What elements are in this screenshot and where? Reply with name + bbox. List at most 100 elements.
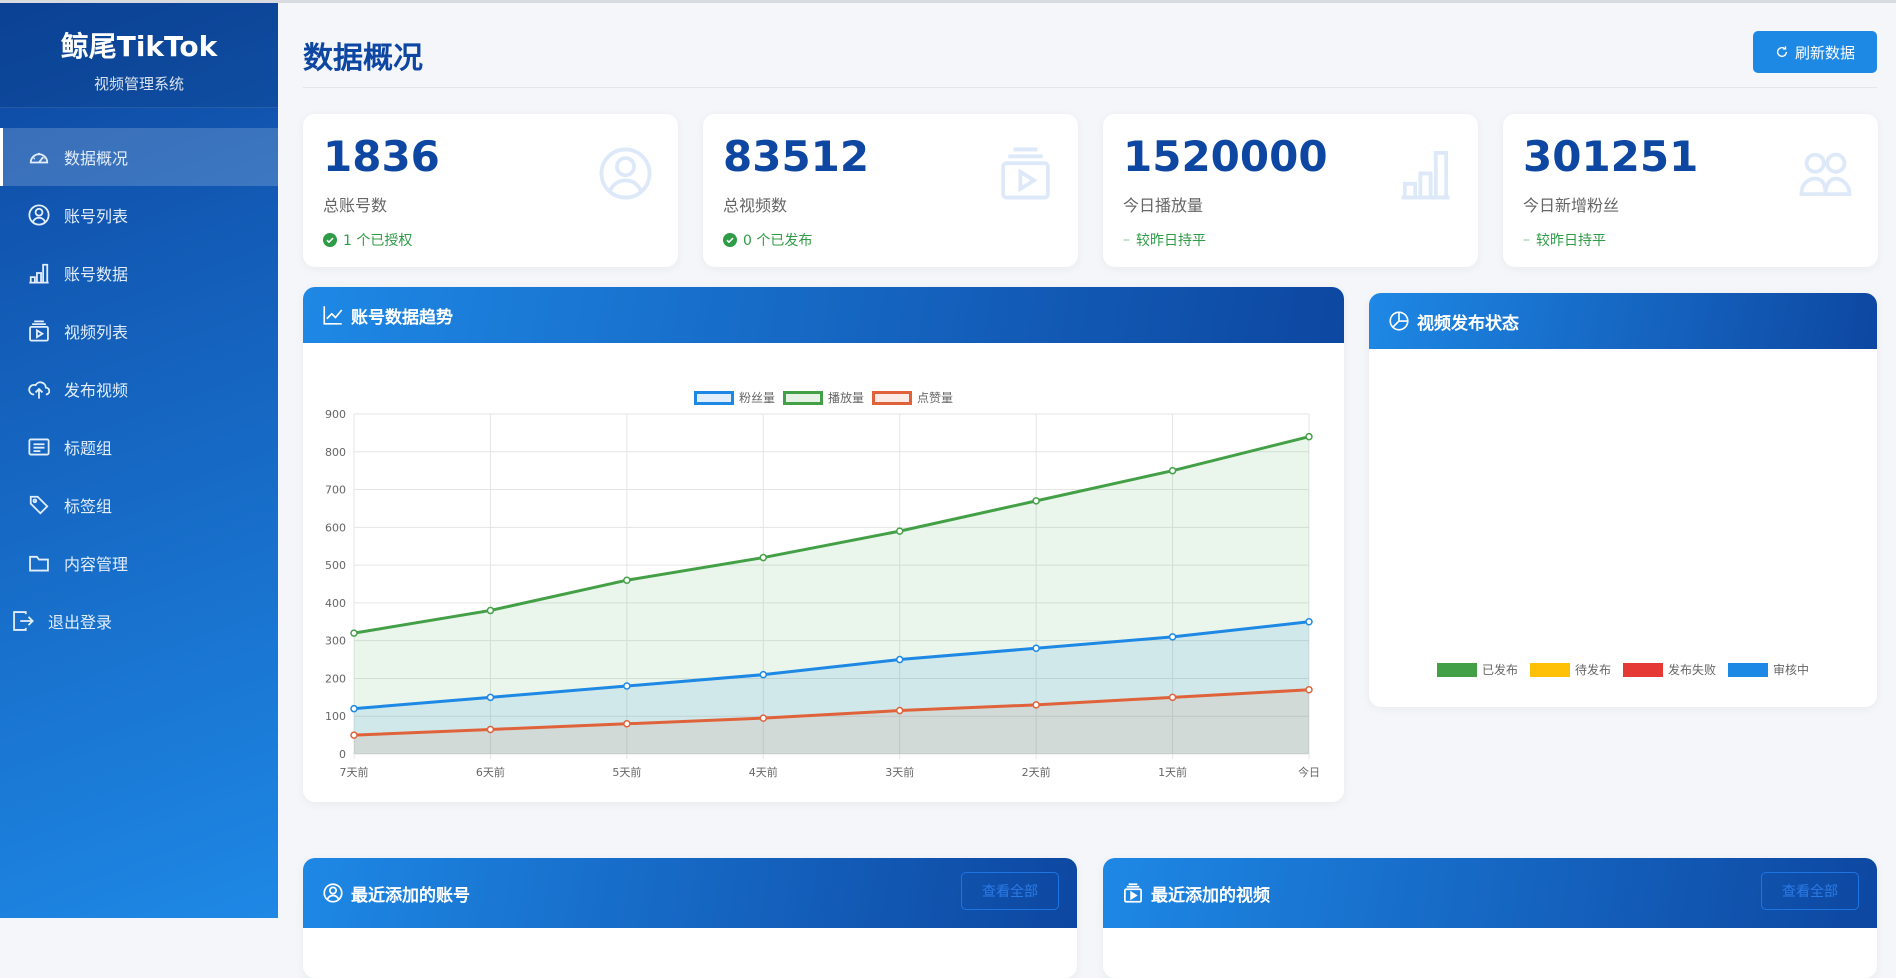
data-point — [350, 731, 358, 739]
data-point — [1032, 644, 1040, 652]
stat-label: 今日播放量 — [1123, 196, 1204, 216]
recent-videos-card: 最近添加的视频 查看全部 — [1103, 858, 1877, 978]
legend-label: 播放量 — [827, 391, 864, 405]
status-card-header: 视频发布状态 — [1369, 293, 1877, 349]
status-card: 视频发布状态 已发布 待发布 发布失败 审核中 — [1369, 293, 1877, 707]
check-circle-icon — [723, 233, 737, 248]
stat-value: 83512 — [723, 132, 870, 181]
view-all-accounts-button[interactable]: 查看全部 — [961, 872, 1059, 910]
data-point — [1305, 686, 1313, 694]
y-tick-label: 800 — [325, 446, 346, 459]
check-circle-icon — [323, 233, 337, 248]
stat-sub: 1 个已授权 — [323, 230, 658, 250]
brand: 鲸尾TikTok 视频管理系统 — [0, 3, 278, 108]
sidebar-item-label: 标签组 — [64, 497, 113, 516]
y-tick-label: 400 — [325, 597, 346, 610]
stat-sub: – 较昨日持平 — [1523, 230, 1858, 250]
trend-card: 账号数据趋势 粉丝量 播放量 点赞量 0 100 200 300 400 500 600 700 8… — [303, 287, 1344, 802]
sidebar-item-6[interactable]: 标签组 — [0, 476, 278, 534]
data-point — [1305, 432, 1313, 441]
dash-icon: – — [1123, 232, 1130, 249]
sidebar-item-5[interactable]: 标题组 — [0, 418, 278, 476]
legend-item[interactable]: 粉丝量 — [693, 389, 775, 406]
series-area — [354, 436, 1309, 754]
sidebar-item-3[interactable]: 视频列表 — [0, 302, 278, 360]
sidebar-item-7[interactable]: 内容管理 — [0, 534, 278, 592]
x-tick-label: 1天前 — [1158, 765, 1187, 779]
x-tick-label: 6天前 — [476, 765, 505, 779]
dashboard-icon — [29, 152, 49, 164]
sidebar-item-label: 标题组 — [64, 439, 113, 458]
folder-icon — [29, 555, 49, 572]
bar-chart-icon — [29, 263, 49, 284]
data-point — [623, 720, 631, 728]
refresh-label: 刷新数据 — [1794, 43, 1855, 62]
legend-item[interactable]: 点赞量 — [872, 389, 953, 406]
y-tick-label: 500 — [325, 559, 346, 572]
legend-item[interactable]: 待发布 — [1529, 661, 1611, 678]
page-title: 数据概况 — [303, 41, 423, 76]
brand-title: 鲸尾TikTok — [60, 30, 218, 63]
sidebar-menu: 数据概况账号列表账号数据视频列表 发布视频标题组标签组内容管理退出登录 — [0, 128, 278, 650]
legend-label: 审核中 — [1773, 663, 1810, 677]
sidebar-item-label: 数据概况 — [64, 149, 129, 168]
y-tick-label: 200 — [325, 672, 346, 685]
data-point — [1168, 633, 1177, 641]
refresh-button[interactable]: 刷新数据 — [1753, 31, 1877, 73]
pie-chart-icon — [1389, 311, 1409, 331]
x-tick-label: 2天前 — [1022, 765, 1051, 779]
x-tick-label: 4天前 — [749, 765, 778, 779]
data-point — [759, 553, 768, 562]
legend-item[interactable]: 审核中 — [1728, 661, 1809, 678]
data-point — [1168, 466, 1177, 475]
stat-value: 301251 — [1523, 132, 1699, 181]
stat-sub-text: 0 个已发布 — [743, 233, 813, 250]
legend-item[interactable]: 发布失败 — [1623, 661, 1716, 678]
stat-sub-text: 1 个已授权 — [343, 233, 413, 250]
bar-chart-icon — [1401, 150, 1450, 200]
sidebar-item-label: 账号列表 — [64, 207, 129, 226]
data-point — [1032, 497, 1040, 505]
legend-swatch — [872, 390, 912, 405]
sidebar-item-1[interactable]: 账号列表 — [0, 186, 278, 244]
y-tick-label: 300 — [325, 635, 346, 648]
logout-button[interactable]: 退出登录 — [0, 592, 278, 650]
graph-up-icon — [323, 306, 343, 325]
series-line — [353, 435, 1310, 635]
sidebar-item-label: 内容管理 — [64, 555, 129, 574]
sidebar-item-4[interactable]: 发布视频 — [0, 360, 278, 418]
y-tick-label: 0 — [339, 748, 346, 761]
legend-label: 粉丝量 — [738, 391, 775, 405]
sidebar-item-2[interactable]: 账号数据 — [0, 244, 278, 302]
trend-legend: 粉丝量 播放量 点赞量 — [303, 389, 1344, 406]
data-point — [895, 527, 904, 535]
stat-card: 301251 今日新增粉丝 – 较昨日持平 — [1503, 114, 1878, 267]
sidebar-item-label: 账号数据 — [64, 265, 129, 284]
video-collection-icon — [1001, 147, 1050, 200]
view-all-videos-button[interactable]: 查看全部 — [1761, 872, 1859, 910]
legend-swatch — [1623, 662, 1663, 677]
tags-icon — [29, 495, 49, 515]
recent-accounts-card: 最近添加的账号 查看全部 — [303, 858, 1077, 978]
legend-item[interactable]: 已发布 — [1436, 661, 1518, 678]
brand-subtitle: 视频管理系统 — [93, 75, 184, 93]
stat-card: 83512 总视频数 0 个已发布 — [703, 114, 1078, 267]
legend-swatch — [1529, 662, 1570, 677]
series-line — [353, 620, 1310, 711]
person-circle-icon — [323, 883, 343, 903]
stat-sub: 0 个已发布 — [723, 230, 1058, 250]
series-area — [354, 689, 1309, 754]
sidebar-item-0[interactable]: 数据概况 — [0, 128, 278, 186]
legend-swatch — [1436, 662, 1477, 677]
stat-sub: – 较昨日持平 — [1123, 230, 1458, 250]
legend-item[interactable]: 播放量 — [782, 389, 864, 406]
refresh-icon — [1776, 46, 1788, 58]
person-circle-icon — [599, 147, 652, 200]
stat-label: 总账号数 — [323, 196, 388, 216]
dash-icon: – — [1523, 232, 1530, 249]
legend-swatch — [693, 390, 734, 405]
x-tick-label: 7天前 — [340, 765, 369, 779]
stat-sub-text: 较昨日持平 — [1536, 233, 1606, 250]
data-point — [759, 714, 768, 722]
trend-chart: 0 100 200 300 400 500 600 700 800 900 7天前 6天前 5天前 4天前… — [325, 408, 1320, 779]
